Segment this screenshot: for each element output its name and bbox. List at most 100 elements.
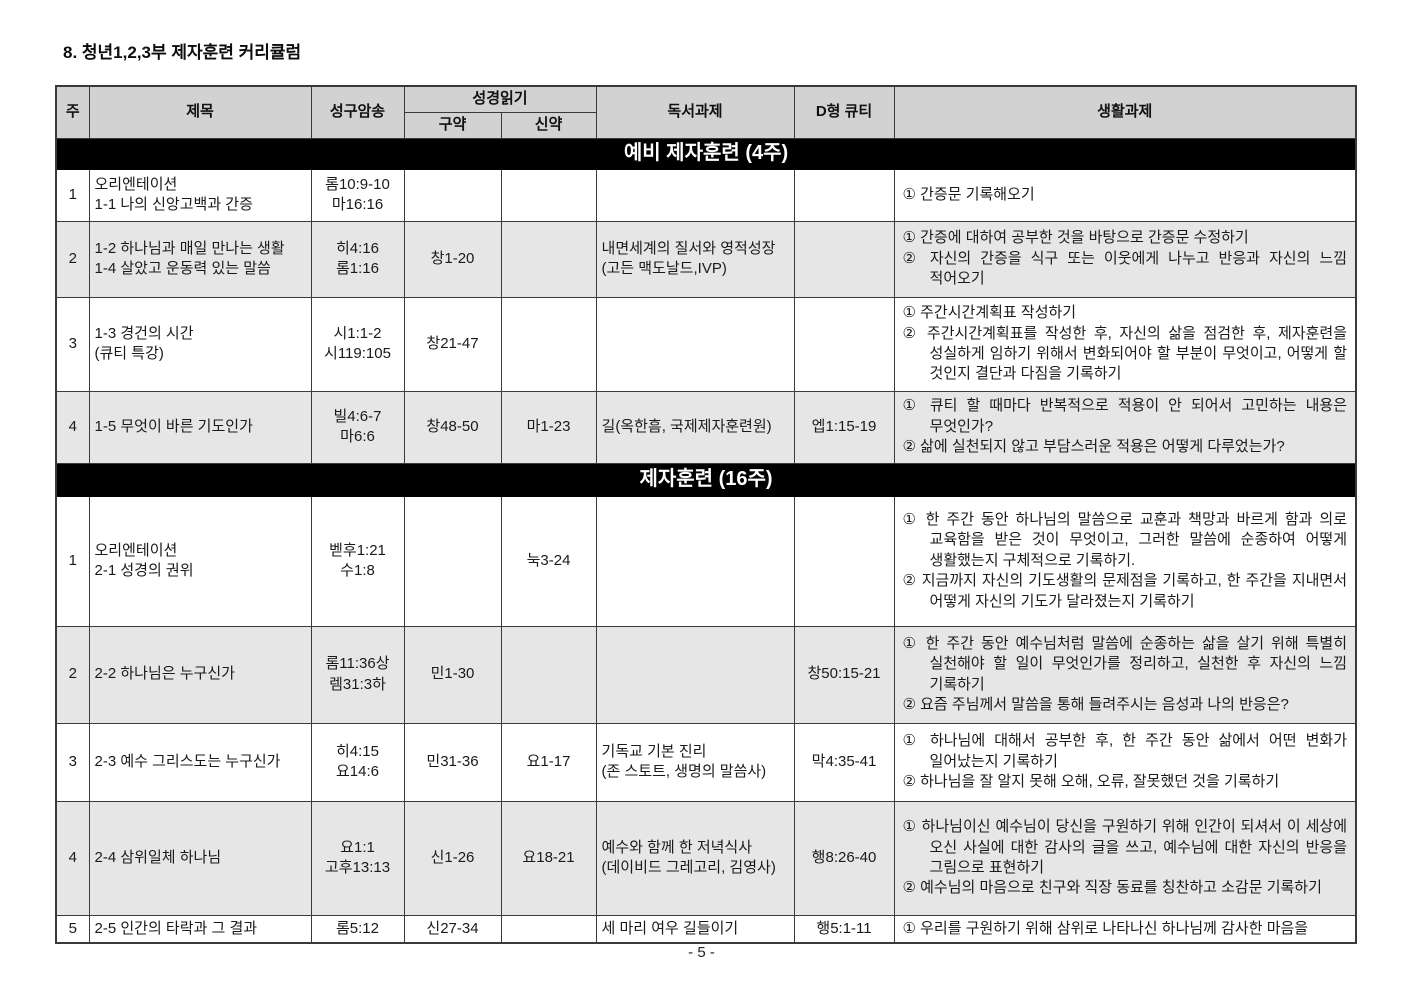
life-item: ① 하나님이신 예수님이 당신을 구원하기 위해 인간이 되셔서 이 세상에 오… [902,818,1348,876]
life-item: ② 요즘 주님께서 말씀을 통해 들려주시는 음성과 나의 반응은? [902,695,1289,713]
life-cell: ① 주간시간계획표 작성하기 ② 주간시간계획표를 작성한 후, 자신의 삶을 … [893,296,1357,392]
book-cell: 길(옥한흠, 국제제자훈련원) [595,390,795,464]
life-cell: ① 간증에 대하여 공부한 것을 바탕으로 간증문 수정하기 ② 자신의 간증을… [893,220,1357,298]
nt-cell [500,168,597,222]
table-row: 1 오리엔테이션 1-1 나의 신앙고백과 간증 롬10:9-10 마16:16… [55,168,1357,222]
ot-cell: 민1-30 [403,625,502,724]
qt-cell: 엡1:15-19 [793,390,895,464]
table-row: 1 오리엔테이션 2-1 성경의 권위 벧후1:21 수1:8 눅3-24 ① … [55,495,1357,627]
title-cell: 2-3 예수 그리스도는 누구신가 [88,722,312,802]
nt-cell: 요18-21 [500,800,597,916]
section1-header-row: 예비 제자훈련 (4주) [55,137,1357,170]
book-cell [595,625,795,724]
book-cell [595,495,795,627]
qt-cell [793,296,895,392]
ot-cell: 창48-50 [403,390,502,464]
week-cell: 2 [55,625,90,724]
verse-cell: 히4:15 요14:6 [310,722,405,802]
ot-cell [403,495,502,627]
life-item: ① 주간시간계획표 작성하기 [902,304,1077,322]
curriculum-table: 예비 제자훈련 (4주) 주 제목 성구암송 성경읽기 독서과제 D형 큐티 생… [55,85,1358,944]
life-item: ② 삶에 실천되지 않고 부담스러운 적용은 어떻게 다루었는가? [902,438,1285,456]
book-cell: 내면세계의 질서와 영적성장 (고든 맥도날드,IVP) [595,220,795,298]
week-cell: 1 [55,168,90,222]
col-book: 독서과제 [595,85,795,139]
week-cell: 5 [55,914,90,944]
life-item: ② 주간시간계획표를 작성한 후, 자신의 삶을 점검한 후, 제자훈련을 성실… [902,324,1348,383]
column-header: 주 제목 성구암송 성경읽기 독서과제 D형 큐티 생활과제 구약 신약 [55,85,1357,139]
life-item: ① 간증문 기록해오기 [902,185,1035,203]
life-cell: ① 우리를 구원하기 위해 삼위로 나타나신 하나님께 감사한 마음을 [893,914,1357,944]
title-cell: 1-2 하나님과 매일 만나는 생활 1-4 살았고 운동력 있는 말씀 [88,220,312,298]
title-cell: 1-3 경건의 시간 (큐티 특강) [88,296,312,392]
ot-cell [403,168,502,222]
col-life: 생활과제 [893,85,1357,139]
life-item: ② 자신의 간증을 식구 또는 이웃에게 나누고 반응과 자신의 느낌 적어오기 [902,249,1348,288]
life-cell: ① 하나님에 대해서 공부한 후, 한 주간 동안 삶에서 어떤 변화가 일어났… [893,722,1357,802]
title-cell: 2-5 인간의 타락과 그 결과 [88,914,312,944]
table-row: 2 1-2 하나님과 매일 만나는 생활 1-4 살았고 운동력 있는 말씀 히… [55,220,1357,298]
qt-cell [793,220,895,298]
verse-cell: 롬11:36상 렘31:3하 [310,625,405,724]
book-cell: 예수와 함께 한 저녁식사 (데이비드 그레고리, 김영사) [595,800,795,916]
title-cell: 2-2 하나님은 누구신가 [88,625,312,724]
nt-cell: 눅3-24 [500,495,597,627]
col-week: 주 [55,85,90,139]
ot-cell: 민31-36 [403,722,502,802]
verse-cell: 히4:16 롬1:16 [310,220,405,298]
verse-cell: 빌4:6-7 마6:6 [310,390,405,464]
week-cell: 3 [55,296,90,392]
table-row: 4 2-4 삼위일체 하나님 요1:1 고후13:13 신1-26 요18-21… [55,800,1357,916]
title-cell: 1-5 무엇이 바른 기도인가 [88,390,312,464]
book-cell [595,296,795,392]
book-cell: 세 마리 여우 길들이기 [595,914,795,944]
col-new-testament: 신약 [500,111,597,139]
page-title: 8. 청년1,2,3부 제자훈련 커리큘럼 [63,43,302,62]
week-cell: 4 [55,800,90,916]
week-cell: 2 [55,220,90,298]
life-item: ② 예수님의 마음으로 친구와 직장 동료를 칭찬하고 소감문 기록하기 [902,879,1322,897]
qt-cell: 창50:15-21 [793,625,895,724]
life-cell: ① 한 주간 동안 예수님처럼 말씀에 순종하는 삶을 살기 위해 특별히 실천… [893,625,1357,724]
life-item: ① 큐티 할 때마다 반복적으로 적용이 안 되어서 고민하는 내용은 무엇인가… [902,397,1348,435]
life-cell: ① 간증문 기록해오기 [893,168,1357,222]
life-item: ① 한 주간 동안 예수님처럼 말씀에 순종하는 삶을 살기 위해 특별히 실천… [902,634,1348,693]
nt-cell [500,220,597,298]
nt-cell [500,296,597,392]
life-item: ① 하나님에 대해서 공부한 후, 한 주간 동안 삶에서 어떤 변화가 일어났… [902,732,1348,770]
ot-cell: 신27-34 [403,914,502,944]
nt-cell [500,625,597,724]
qt-cell: 행5:1-11 [793,914,895,944]
verse-cell: 롬5:12 [310,914,405,944]
table-row: 3 2-3 예수 그리스도는 누구신가 히4:15 요14:6 민31-36 요… [55,722,1357,802]
title-cell: 오리엔테이션 1-1 나의 신앙고백과 간증 [88,168,312,222]
week-cell: 3 [55,722,90,802]
nt-cell: 요1-17 [500,722,597,802]
nt-cell [500,914,597,944]
book-cell [595,168,795,222]
verse-cell: 시1:1-2 시119:105 [310,296,405,392]
nt-cell: 마1-23 [500,390,597,464]
qt-cell [793,168,895,222]
page-number: - 5 - [688,944,715,961]
ot-cell: 신1-26 [403,800,502,916]
life-item: ① 간증에 대하여 공부한 것을 바탕으로 간증문 수정하기 [902,229,1249,247]
section2-header-row: 제자훈련 (16주) [55,462,1357,497]
verse-cell: 롬10:9-10 마16:16 [310,168,405,222]
title-cell: 2-4 삼위일체 하나님 [88,800,312,916]
col-title: 제목 [88,85,312,139]
table-row: 3 1-3 경건의 시간 (큐티 특강) 시1:1-2 시119:105 창21… [55,296,1357,392]
life-item: ① 한 주간 동안 하나님의 말씀으로 교훈과 책망과 바르게 함과 의로 교육… [902,511,1348,569]
life-cell: ① 큐티 할 때마다 반복적으로 적용이 안 되어서 고민하는 내용은 무엇인가… [893,390,1357,464]
table-row: 2 2-2 하나님은 누구신가 롬11:36상 렘31:3하 민1-30 창50… [55,625,1357,724]
week-cell: 4 [55,390,90,464]
ot-cell: 창1-20 [403,220,502,298]
qt-cell [793,495,895,627]
life-cell: ① 한 주간 동안 하나님의 말씀으로 교훈과 책망과 바르게 함과 의로 교육… [893,495,1357,627]
life-item: ② 지금까지 자신의 기도생활의 문제점을 기록하고, 한 주간을 지내면서 어… [902,572,1348,610]
col-bible-reading: 성경읽기 [403,85,597,113]
title-cell: 오리엔테이션 2-1 성경의 권위 [88,495,312,627]
life-item: ② 하나님을 잘 알지 못해 오해, 오류, 잘못했던 것을 기록하기 [902,773,1280,791]
life-item: ① 우리를 구원하기 위해 삼위로 나타나신 하나님께 감사한 마음을 [902,919,1309,937]
verse-cell: 벧후1:21 수1:8 [310,495,405,627]
